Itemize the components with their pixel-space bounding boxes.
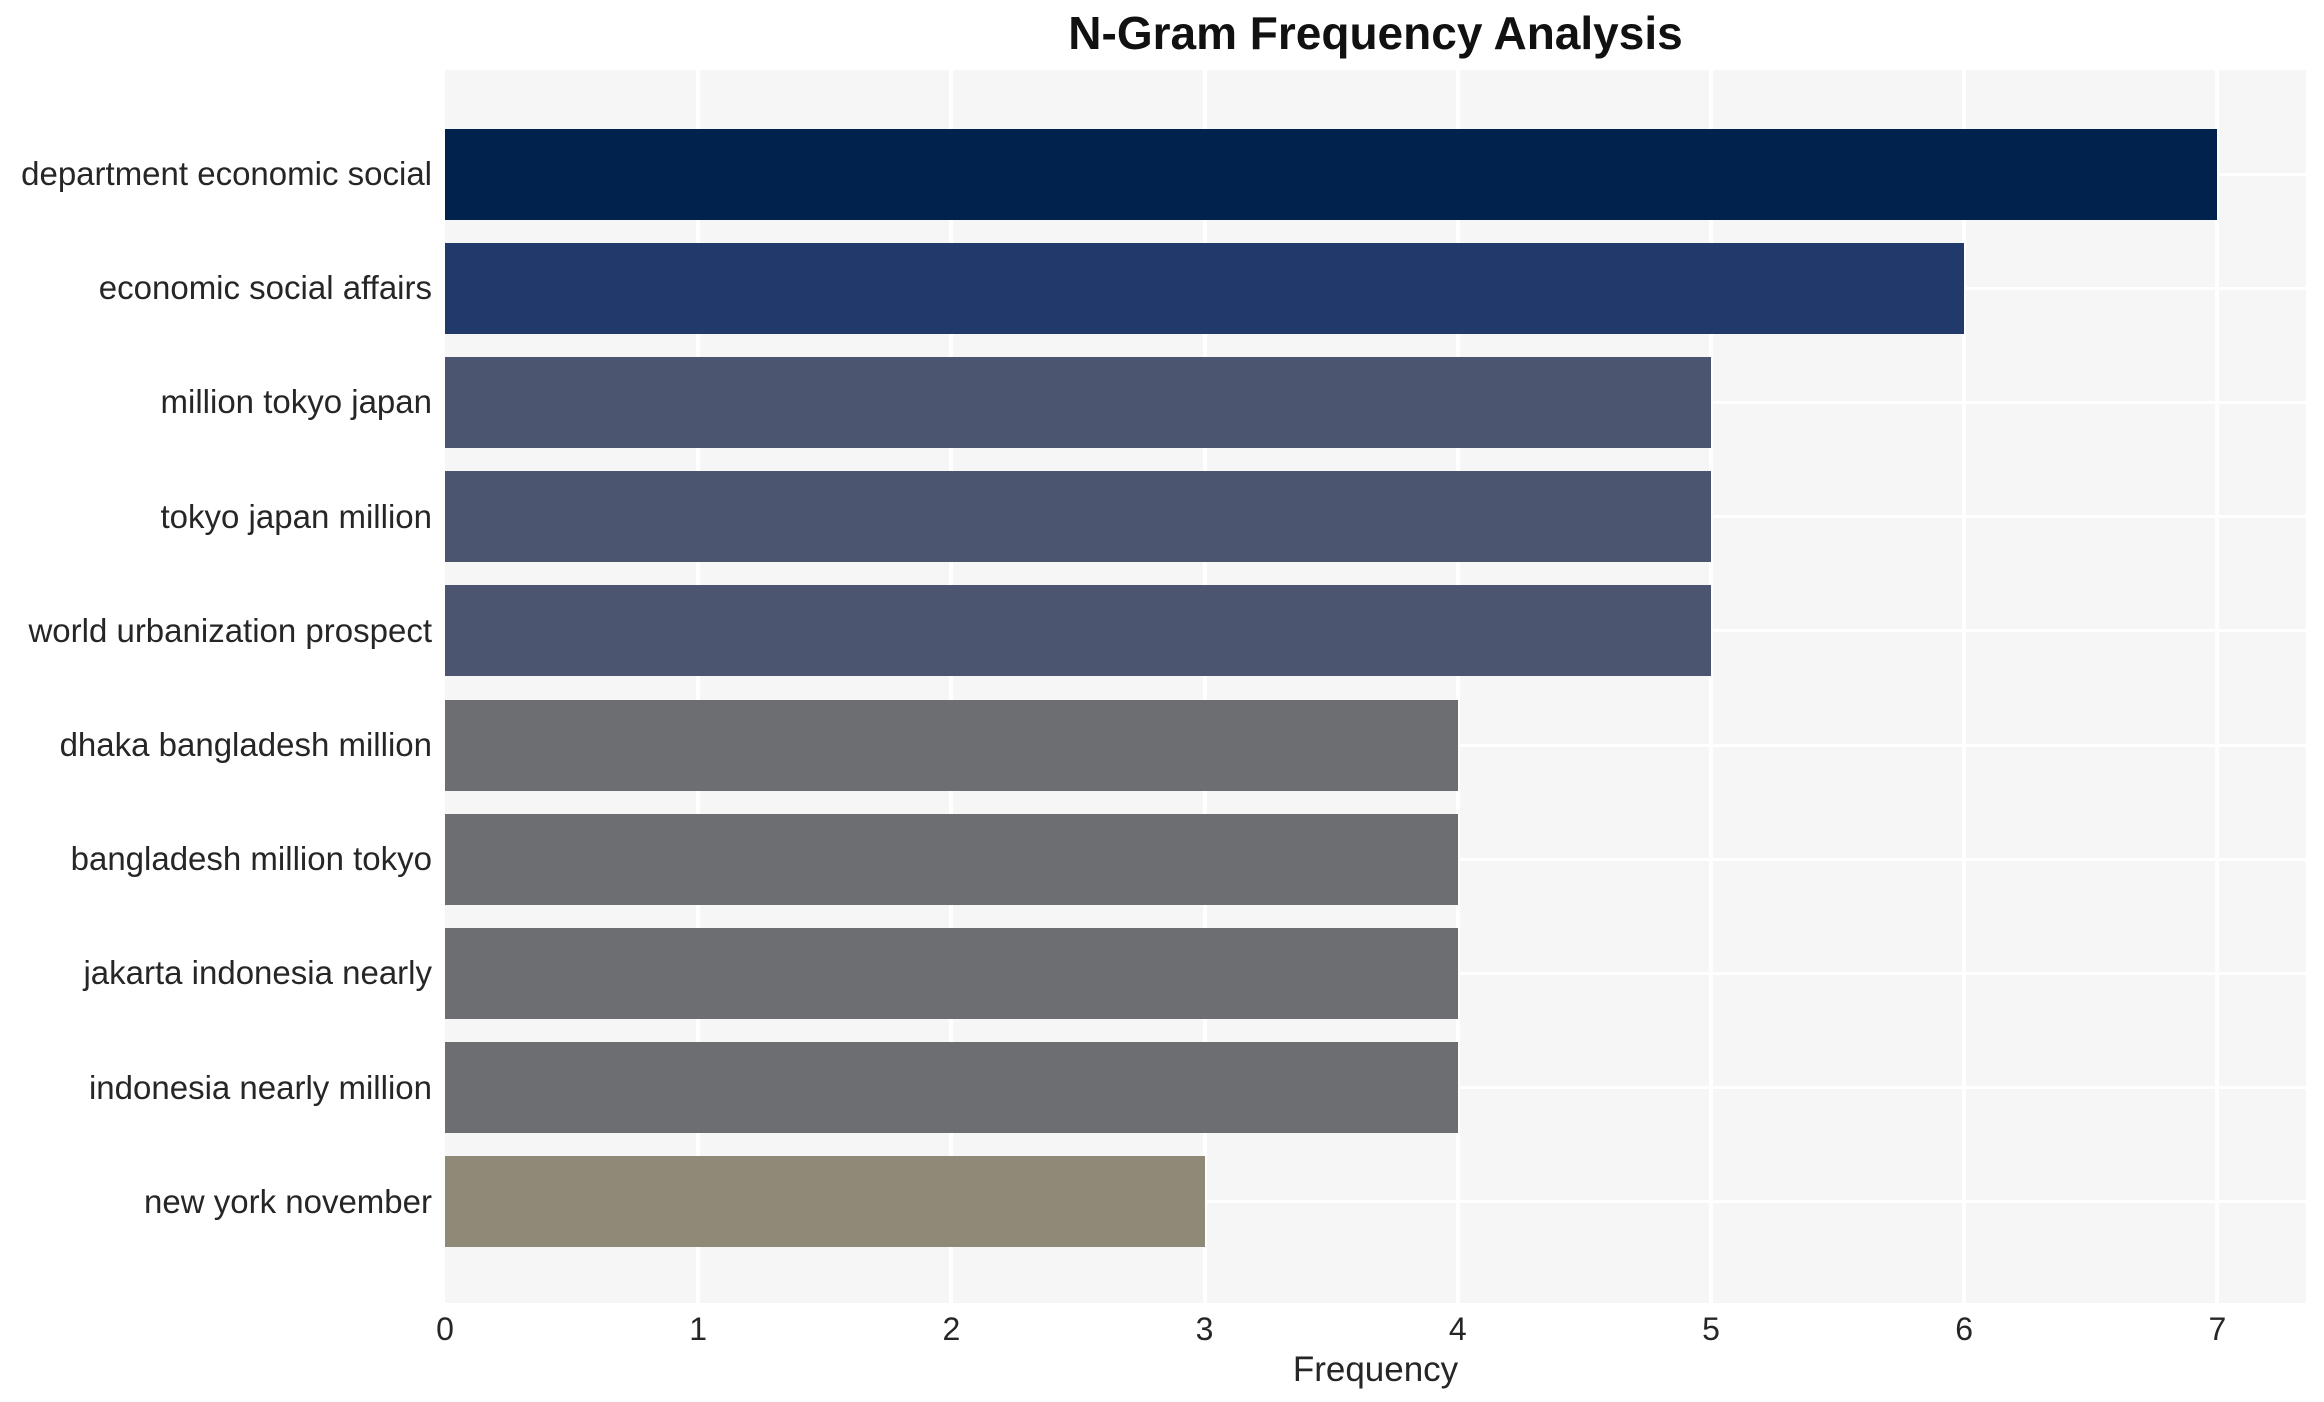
x-gridline xyxy=(1708,70,1713,1303)
bar-world-urbanization-prospect xyxy=(445,585,1711,677)
bar-dhaka-bangladesh-million xyxy=(445,699,1458,791)
x-gridline xyxy=(1202,70,1207,1303)
bar-jakarta-indonesia-nearly xyxy=(445,927,1458,1019)
y-tick-label: jakarta indonesia nearly xyxy=(83,954,432,992)
y-tick-label: economic social affairs xyxy=(98,269,432,307)
bar-tokyo-japan-million xyxy=(445,471,1711,563)
bar-bangladesh-million-tokyo xyxy=(445,813,1458,905)
x-tick-label: 6 xyxy=(1955,1311,1974,1347)
x-tick-label: 1 xyxy=(689,1311,708,1347)
x-axis-title: Frequency xyxy=(1292,1350,1459,1389)
y-tick-label: dhaka bangladesh million xyxy=(59,726,432,763)
x-tick-label: 0 xyxy=(436,1311,454,1347)
chart-title: N-Gram Frequency Analysis xyxy=(1068,7,1683,59)
bar-new-york-november xyxy=(445,1156,1205,1248)
x-gridline xyxy=(696,70,701,1303)
y-tick-label: indonesia nearly million xyxy=(88,1068,432,1106)
x-tick-label: 4 xyxy=(1448,1311,1467,1347)
x-gridline xyxy=(1455,70,1460,1303)
y-tick-label: bangladesh million tokyo xyxy=(70,840,432,878)
y-tick-label: department economic social xyxy=(21,155,432,192)
y-tick-label: new york november xyxy=(144,1182,432,1220)
x-gridline xyxy=(2215,70,2220,1303)
y-tick-label: world urbanization prospect xyxy=(28,611,432,649)
x-tick-label: 7 xyxy=(2208,1311,2227,1347)
x-gridline xyxy=(949,70,954,1303)
plot-area xyxy=(445,70,2306,1303)
bar-economic-social-affairs xyxy=(445,242,1965,334)
y-tick-label: million tokyo japan xyxy=(160,383,432,421)
x-tick-label: 2 xyxy=(942,1311,961,1347)
bar-indonesia-nearly-million xyxy=(445,1042,1458,1134)
bar-department-economic-social xyxy=(445,128,2218,220)
bar-million-tokyo-japan xyxy=(445,356,1711,448)
x-tick-label: 5 xyxy=(1702,1311,1720,1347)
y-gridline xyxy=(445,1200,2306,1204)
y-tick-label: tokyo japan million xyxy=(160,497,432,535)
x-tick-label: 3 xyxy=(1195,1311,1214,1347)
x-gridline xyxy=(1962,70,1967,1303)
